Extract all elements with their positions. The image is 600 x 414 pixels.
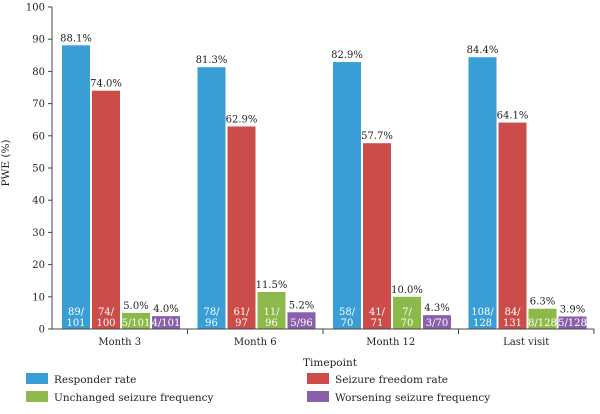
bar-value-label: 4.0%	[153, 304, 178, 315]
bar-count-label: 70	[401, 318, 414, 329]
x-tick-label: Month 12	[366, 337, 415, 348]
bar-count-label: 5/101	[122, 318, 151, 329]
bar-count-label: 70	[341, 318, 354, 329]
bar-count-label: 96	[205, 318, 218, 329]
bar	[257, 291, 286, 329]
legend-swatch	[26, 391, 48, 402]
bar-value-label: 64.1%	[497, 111, 529, 122]
bar-value-label: 5.2%	[289, 300, 314, 311]
bar-value-label: 81.3%	[196, 55, 228, 66]
bar-value-label: 62.9%	[226, 114, 258, 125]
y-tick-labels: 0 10 20 30 40 50 60 70 80 90 100	[26, 3, 45, 336]
y-tick-label: 90	[32, 35, 45, 46]
bar-value-label: 6.3%	[530, 297, 555, 308]
x-tick-labels: Month 3 Month 6 Month 12 Last visit	[98, 337, 549, 348]
y-tick-label: 0	[39, 325, 45, 336]
bar-count-label: 101	[66, 318, 85, 329]
bar-value-label: 74.0%	[90, 79, 122, 90]
bar-count-label: 5/96	[290, 318, 312, 329]
bar	[468, 57, 497, 330]
bar	[62, 45, 90, 330]
bar-count-label: 8/128	[528, 318, 557, 329]
bar	[92, 90, 120, 329]
legend-swatch	[26, 373, 48, 384]
bar-count-label: 84/	[504, 307, 521, 318]
bar-value-label: 82.9%	[331, 50, 363, 61]
bar-count-label: 4/101	[152, 318, 181, 329]
y-tick-label: 80	[32, 67, 45, 78]
bar-value-label: 4.3%	[424, 303, 449, 314]
bar-count-label: 61/	[233, 307, 250, 318]
bar	[227, 126, 256, 329]
legend-label: Seizure freedom rate	[335, 374, 448, 386]
bar-count-label: 131	[503, 318, 522, 329]
bar-value-label: 10.0%	[391, 285, 423, 296]
bar-value-label: 88.1%	[60, 33, 92, 44]
x-tick-label: Month 6	[234, 337, 277, 348]
legend-label: Unchanged seizure frequency	[54, 392, 214, 404]
axes	[48, 6, 595, 334]
bar	[287, 312, 316, 329]
bar-count-label: 58/	[339, 307, 356, 318]
bar	[393, 296, 421, 329]
bar	[197, 67, 226, 330]
bar-count-label: 71	[371, 318, 384, 329]
legend-label: Worsening seizure frequency	[335, 392, 490, 404]
bar	[122, 312, 150, 329]
bar	[498, 122, 527, 330]
bar-value-label: 57.7%	[361, 131, 393, 142]
y-tick-label: 30	[32, 228, 45, 239]
y-tick-label: 70	[32, 99, 45, 110]
bar-value-label: 3.9%	[560, 304, 585, 315]
bar	[363, 143, 391, 329]
bar-value-label: 11.5%	[256, 280, 288, 291]
y-tick-label: 50	[32, 164, 45, 175]
bar-count-label: 97	[235, 318, 248, 329]
bar	[558, 316, 587, 329]
x-axis-title: Timepoint	[303, 357, 358, 369]
y-axis-title: PWE (%)	[0, 139, 12, 186]
bar-count-label: 108/	[471, 307, 494, 318]
legend-swatch	[307, 391, 329, 402]
legend: Responder rate Seizure freedom rate Unchan…	[26, 373, 490, 404]
y-tick-label: 100	[26, 3, 45, 14]
bar-count-label: 78/	[203, 307, 220, 318]
legend-label: Responder rate	[54, 374, 136, 386]
bar-count-label: 3/70	[426, 318, 448, 329]
bar	[152, 316, 180, 329]
bar-count-label: 5/128	[558, 318, 587, 329]
y-tick-label: 20	[32, 260, 45, 271]
bar-count-label: 89/	[68, 307, 85, 318]
bar-count-label: 100	[96, 318, 115, 329]
bar-count-label: 74/	[98, 307, 115, 318]
bar-count-label: 7/	[402, 307, 412, 318]
bar-value-label: 5.0%	[123, 301, 148, 312]
bar-value-label: 84.4%	[467, 45, 499, 56]
bar-count-label: 41/	[369, 307, 386, 318]
bar	[528, 308, 557, 329]
x-tick-label: Month 3	[98, 337, 141, 348]
legend-swatch	[307, 373, 329, 384]
bar	[333, 62, 361, 329]
bar-count-label: 96	[265, 318, 278, 329]
bar-count-label: 11/	[263, 307, 280, 318]
x-tick-label: Last visit	[503, 337, 549, 348]
bar-count-label: 128	[473, 318, 492, 329]
bar	[423, 315, 451, 329]
y-tick-label: 10	[32, 292, 45, 303]
y-tick-label: 40	[32, 196, 45, 207]
y-tick-label: 60	[32, 131, 45, 142]
